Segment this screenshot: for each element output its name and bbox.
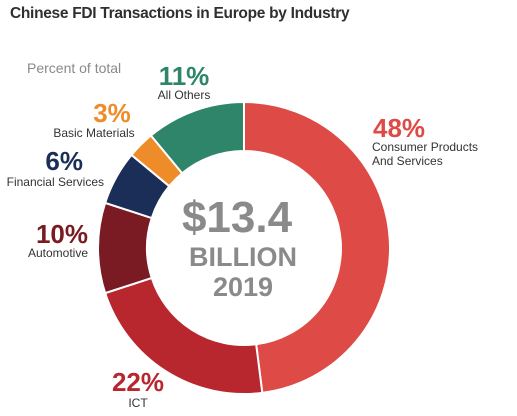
data-label-pct-ict: 22% bbox=[112, 367, 164, 397]
data-label-name-financial-services: Financial Services bbox=[7, 175, 104, 189]
center-text: $13.4 BILLION 2019 bbox=[182, 193, 297, 302]
chart-title: Chinese FDI Transactions in Europe by In… bbox=[10, 5, 350, 22]
data-label-name-all-others: All Others bbox=[158, 88, 211, 102]
data-label-pct-all-others: 11% bbox=[159, 61, 210, 91]
data-label-pct-consumer-products-and-services: 48% bbox=[373, 113, 425, 143]
data-label-pct-automotive: 10% bbox=[36, 219, 88, 249]
data-label-name-consumer-products-and-services: Consumer Products bbox=[372, 140, 478, 154]
center-year: 2019 bbox=[213, 272, 273, 302]
data-label-pct-financial-services: 6% bbox=[45, 146, 83, 176]
slice-consumer-products-and-services bbox=[243, 100, 391, 394]
center-amount: $13.4 bbox=[182, 193, 293, 242]
center-unit: BILLION bbox=[189, 242, 297, 272]
data-label-name-automotive: Automotive bbox=[28, 246, 88, 260]
data-label-pct-basic-materials: 3% bbox=[93, 98, 131, 128]
slice-all-others bbox=[149, 100, 245, 175]
chart-subtitle: Percent of total bbox=[27, 60, 122, 76]
data-label-name-consumer-products-and-services: And Services bbox=[372, 154, 443, 168]
data-label-name-basic-materials: Basic Materials bbox=[53, 126, 134, 140]
data-label-name-ict: ICT bbox=[128, 396, 148, 410]
donut-segments bbox=[97, 100, 391, 395]
